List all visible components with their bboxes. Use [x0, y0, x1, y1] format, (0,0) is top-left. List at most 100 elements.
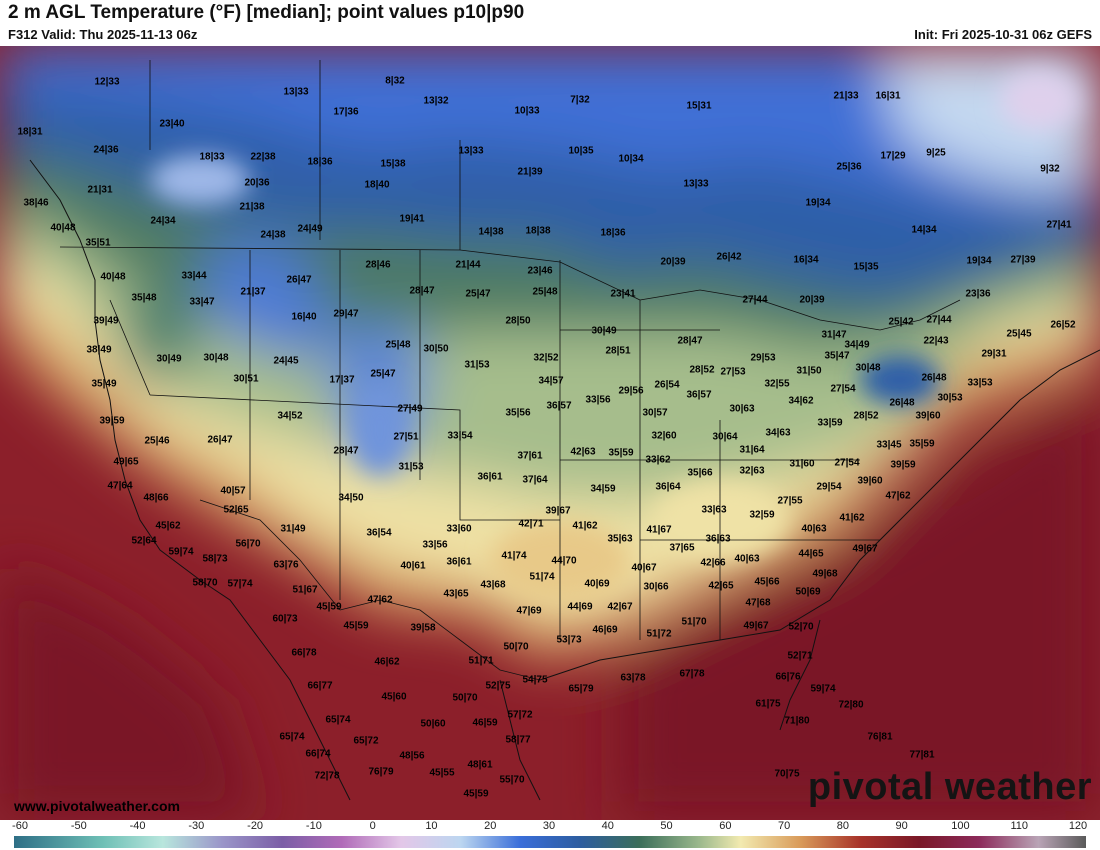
colorbar-tick-label: 60: [719, 820, 732, 832]
point-value-label: 25|42: [888, 317, 913, 328]
point-value-label: 47|62: [367, 595, 392, 606]
point-value-label: 24|45: [273, 356, 298, 367]
point-value-label: 63|76: [273, 560, 298, 571]
point-value-label: 51|72: [646, 629, 671, 640]
point-value-label: 51|71: [468, 656, 493, 667]
point-value-label: 28|51: [605, 346, 630, 357]
point-value-label: 20|39: [660, 257, 685, 268]
point-value-label: 26|48: [921, 373, 946, 384]
point-value-label: 27|44: [926, 315, 951, 326]
point-value-label: 34|63: [765, 428, 790, 439]
point-value-label: 34|57: [538, 376, 563, 387]
point-value-label: 50|60: [420, 719, 445, 730]
point-value-label: 31|53: [398, 462, 423, 473]
point-value-label: 19|34: [805, 198, 830, 209]
point-value-label: 58|73: [202, 554, 227, 565]
point-value-label: 25|47: [370, 369, 395, 380]
point-value-label: 41|62: [839, 513, 864, 524]
point-value-label: 15|35: [853, 262, 878, 273]
point-value-label: 42|71: [518, 519, 543, 530]
point-value-label: 8|32: [385, 76, 405, 87]
point-value-label: 45|59: [316, 602, 341, 613]
point-value-label: 40|57: [220, 486, 245, 497]
point-value-label: 65|74: [325, 715, 350, 726]
point-value-label: 39|59: [99, 416, 124, 427]
point-value-label: 27|54: [830, 384, 855, 395]
point-value-label: 32|60: [651, 431, 676, 442]
point-value-label: 30|49: [156, 354, 181, 365]
colorbar-tick-label: 50: [660, 820, 673, 832]
point-value-label: 35|66: [687, 468, 712, 479]
point-value-label: 66|74: [305, 749, 330, 760]
point-value-label: 34|49: [844, 340, 869, 351]
point-value-label: 32|55: [764, 379, 789, 390]
point-value-label: 33|53: [967, 378, 992, 389]
point-value-label: 59|74: [810, 684, 835, 695]
colorbar-tick-label: 100: [951, 820, 970, 832]
point-value-label: 32|52: [533, 353, 558, 364]
point-value-label: 60|73: [272, 614, 297, 625]
point-value-label: 44|70: [551, 556, 576, 567]
point-value-label: 34|52: [277, 411, 302, 422]
colorbar-svg: [14, 836, 1086, 848]
point-value-label: 24|38: [260, 230, 285, 241]
point-value-label: 13|32: [423, 96, 448, 107]
colorbar-tick-label: 40: [601, 820, 614, 832]
point-value-label: 33|56: [422, 540, 447, 551]
point-value-label: 44|69: [567, 602, 592, 613]
point-value-label: 26|47: [286, 275, 311, 286]
point-value-label: 21|38: [239, 202, 264, 213]
colorbar-tick-label: 80: [836, 820, 849, 832]
point-value-label: 18|31: [17, 127, 42, 138]
point-value-label: 45|59: [463, 789, 488, 800]
point-value-label: 41|74: [501, 551, 526, 562]
point-value-label: 54|75: [522, 675, 547, 686]
point-value-label: 9|32: [1040, 164, 1060, 175]
point-value-label: 45|55: [429, 768, 454, 779]
point-value-label: 34|50: [338, 493, 363, 504]
point-value-label: 32|63: [739, 466, 764, 477]
point-value-label: 13|33: [683, 179, 708, 190]
point-value-label: 28|47: [677, 336, 702, 347]
point-value-label: 27|51: [393, 432, 418, 443]
point-value-label: 27|39: [1010, 255, 1035, 266]
point-value-label: 66|78: [291, 648, 316, 659]
point-value-label: 38|49: [86, 345, 111, 356]
colorbar-tick-label: 0: [369, 820, 376, 832]
point-value-label: 44|65: [798, 549, 823, 560]
point-value-label: 28|47: [409, 286, 434, 297]
point-value-label: 30|57: [642, 408, 667, 419]
point-value-label: 34|59: [590, 484, 615, 495]
brand-logo-text: pivotal weather: [807, 766, 1092, 808]
point-value-label: 15|38: [380, 159, 405, 170]
point-value-label: 29|47: [333, 309, 358, 320]
point-value-label: 37|64: [522, 475, 547, 486]
point-value-label: 35|51: [85, 238, 110, 249]
point-value-label: 40|48: [50, 223, 75, 234]
point-value-label: 59|74: [168, 547, 193, 558]
point-value-label: 20|39: [799, 295, 824, 306]
point-value-label: 22|43: [923, 336, 948, 347]
point-value-label: 55|70: [499, 775, 524, 786]
point-value-label: 36|54: [366, 528, 391, 539]
point-value-label: 28|52: [689, 365, 714, 376]
point-value-label: 30|66: [643, 582, 668, 593]
point-value-label: 17|36: [333, 107, 358, 118]
point-value-label: 17|37: [329, 375, 354, 386]
point-value-label: 39|49: [93, 316, 118, 327]
point-value-label: 27|53: [720, 367, 745, 378]
point-value-label: 19|41: [399, 214, 424, 225]
point-value-label: 18|36: [307, 157, 332, 168]
point-value-label: 41|67: [646, 525, 671, 536]
point-value-label: 14|38: [478, 227, 503, 238]
colorbar-tick-label: 20: [484, 820, 497, 832]
point-value-label: 25|48: [385, 340, 410, 351]
point-value-label: 39|60: [915, 411, 940, 422]
point-value-label: 31|64: [739, 445, 764, 456]
colorbar-gradient: [14, 836, 1086, 848]
point-value-label: 48|56: [399, 751, 424, 762]
point-value-label: 36|61: [477, 472, 502, 483]
colorbar-tick-label: 120: [1068, 820, 1088, 832]
point-value-label: 37|61: [517, 451, 542, 462]
point-value-label: 76|79: [368, 767, 393, 778]
